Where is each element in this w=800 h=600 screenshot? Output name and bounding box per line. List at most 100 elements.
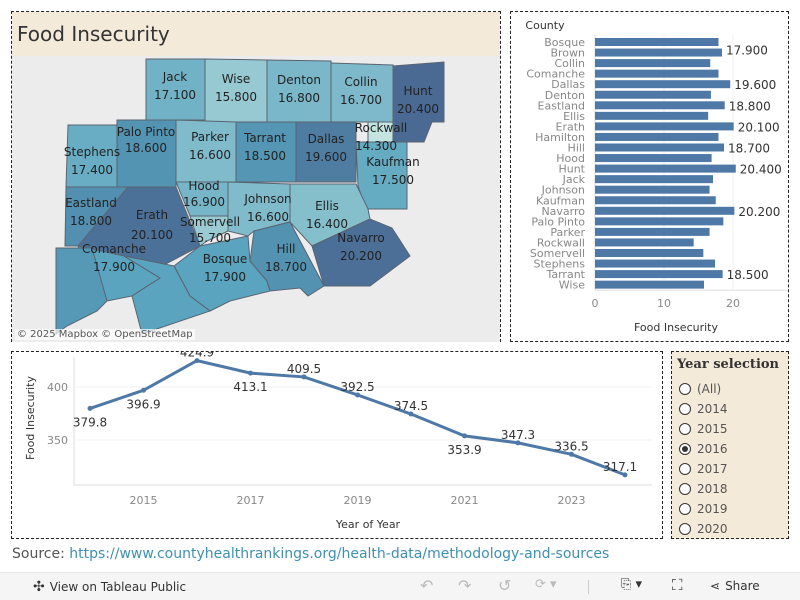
bar-tarrant[interactable] [595,270,723,279]
year-option-2015[interactable]: 2015 [679,420,728,438]
county-name-label: Navarro [337,231,385,245]
bar-hill[interactable] [595,143,725,152]
county-name-label: Denton [277,73,321,87]
category-label: Somervell [530,247,585,260]
bar-erath[interactable] [595,122,734,131]
radio-button[interactable] [679,463,691,475]
bar-hood[interactable] [595,154,712,163]
bar-eastland[interactable] [595,101,725,110]
data-point[interactable] [462,433,467,439]
data-label: 353.9 [447,443,481,457]
county-kaufman[interactable] [355,141,408,210]
data-point[interactable] [194,358,200,364]
data-point[interactable] [569,451,574,457]
category-label: Bosque [544,36,585,49]
data-label: 336.5 [554,439,588,453]
county-map[interactable]: Jack 17.100 Wise 15.800 Denton 16.800 Collin 16… [12,56,500,342]
year-option-2018[interactable]: 2018 [679,480,728,498]
source-link[interactable]: https://www.countyhealthrankings.org/hea… [69,546,610,562]
year-option-label: 2018 [697,482,728,496]
data-point[interactable] [301,374,307,380]
undo-icon[interactable]: ↶ [420,576,434,595]
bar-jack[interactable] [595,175,713,184]
data-point[interactable] [408,411,414,417]
fullscreen-icon[interactable]: ⛶ [672,576,683,594]
bar-hamilton[interactable] [595,132,719,141]
year-option-all[interactable]: (All) [679,380,721,398]
bar-bosque[interactable] [595,38,719,46]
y-axis-title: Food Insecurity [24,376,37,460]
data-label: 396.9 [126,397,160,411]
year-option-2014[interactable]: 2014 [679,400,728,418]
radio-button[interactable] [679,523,691,535]
data-point[interactable] [141,387,146,393]
radio-button[interactable] [679,403,691,415]
bar-palo-pinto[interactable] [595,217,724,226]
bar-johnson[interactable] [595,185,710,194]
year-option-2020[interactable]: 2020 [679,520,728,538]
category-label: Stephens [534,258,586,271]
county-name-label: Erath [136,208,168,222]
data-label: 409.5 [287,362,321,376]
data-label: 18.500 [727,268,769,282]
category-label: Collin [554,57,585,70]
view-on-tableau-button[interactable]: ✣ View on Tableau Public [33,579,186,595]
bar-comanche[interactable] [595,69,719,78]
county-name-label: Johnson [243,192,291,206]
bar-brown[interactable] [595,48,722,57]
x-tick-label: 2023 [558,494,586,507]
share-icon: ⋖ [710,579,721,593]
bar-parker[interactable] [595,227,710,236]
bar-navarro[interactable] [595,206,735,215]
bar-kaufman[interactable] [595,196,716,205]
share-button[interactable]: ⋖ Share [710,579,760,593]
redo-icon[interactable]: ↷ [458,576,472,595]
county-hill[interactable] [249,221,325,297]
bar-wise[interactable] [595,280,705,289]
data-label: 317.1 [603,460,637,474]
radio-button[interactable] [679,503,691,515]
county-name-label: Tarrant [243,131,286,145]
category-label: Parker [550,226,585,239]
category-label: Hunt [558,163,585,176]
revert-icon[interactable]: ↺ [498,576,512,595]
year-option-2016[interactable]: 2016 [679,440,728,458]
radio-button[interactable] [679,423,691,435]
data-point[interactable] [248,370,253,376]
category-label: Eastland [538,99,586,112]
radio-button[interactable] [679,443,691,455]
data-point[interactable] [355,392,360,398]
data-point[interactable] [515,440,521,446]
bar-somervell[interactable] [595,249,704,257]
radio-button[interactable] [679,383,691,395]
county-value-label: 15.700 [189,231,231,245]
data-point[interactable] [87,405,93,411]
bar-chart-panel: County 0 10 20 Bosque Brown 17.900 Collin Comanc… [510,11,789,342]
county-name-label: Palo Pinto [117,125,176,139]
county-value-label: 20.400 [397,102,439,116]
county-name-label: Comanche [82,242,146,256]
county-hamilton[interactable] [123,255,212,335]
bar-stephens[interactable] [595,259,716,268]
category-label: Erath [556,120,586,133]
bar-denton[interactable] [595,90,711,99]
county-dallas[interactable] [295,121,357,183]
year-option-label: 2020 [697,522,728,536]
radio-button[interactable] [679,483,691,495]
bar-ellis[interactable] [595,111,709,120]
year-option-2019[interactable]: 2019 [679,500,728,518]
year-option-2017[interactable]: 2017 [679,460,728,478]
bar-dallas[interactable] [595,80,731,89]
download-icon[interactable]: ⎘ ▾ [621,577,643,592]
year-option-label: 2019 [697,502,728,516]
data-point[interactable] [622,472,628,478]
county-somervell[interactable] [189,215,229,247]
bar-collin[interactable] [595,59,711,68]
bar-hunt[interactable] [595,164,736,173]
data-label: 18.800 [729,99,771,113]
bar-rockwall[interactable] [595,238,694,247]
source-prefix: Source: [12,546,70,562]
x-tick-label: 10 [657,297,671,310]
refresh-icon[interactable]: ⟳ ▾ [535,577,557,592]
